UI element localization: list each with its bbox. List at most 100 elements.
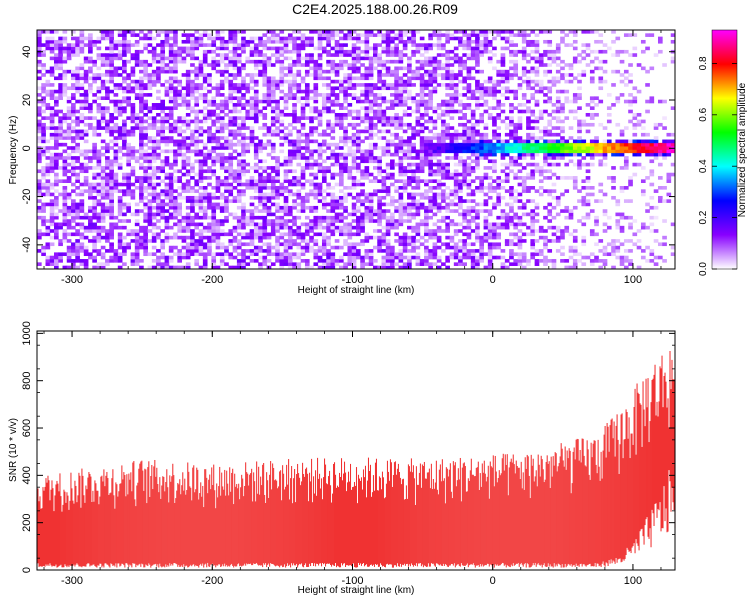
spectrogram-cell	[168, 235, 174, 240]
spectrogram-cell	[202, 99, 208, 104]
spectrogram-cell	[309, 205, 314, 210]
spectrogram-cell	[390, 222, 395, 227]
spectrogram-cell	[190, 249, 195, 253]
spectrogram-cell	[458, 63, 463, 67]
spectrogram-cell	[402, 166, 408, 170]
spectrogram-cell	[37, 209, 42, 213]
spectrogram-cell	[504, 86, 510, 91]
spectrogram-cell	[113, 156, 119, 160]
spectrogram-cell	[96, 76, 102, 81]
spectrogram-cell	[496, 202, 502, 207]
spectrogram-cell	[262, 202, 268, 207]
spectrogram-cell	[296, 49, 302, 54]
spectrogram-cell	[83, 152, 89, 157]
spectrogram-cell	[368, 219, 374, 223]
spectrogram-cell	[185, 49, 191, 54]
spectrogram-cell	[100, 152, 106, 157]
spectrogram-cell	[236, 215, 242, 220]
spectrogram-cell	[407, 76, 412, 81]
spectrogram-cell	[449, 93, 455, 97]
spectrogram-cell	[164, 116, 170, 120]
spectrogram-cell	[411, 245, 416, 250]
spectrogram-cell	[496, 83, 502, 87]
spectrogram-cell	[377, 195, 382, 200]
spectrogram-cell	[462, 103, 467, 107]
spectrogram-cell	[424, 189, 429, 193]
spectrogram-cell	[432, 242, 438, 247]
spectrogram-cell	[62, 156, 68, 160]
spectrogram-cell	[266, 172, 272, 177]
spectrogram-cell	[496, 79, 502, 84]
spectrogram-cell	[71, 69, 76, 74]
spectrogram-cell	[258, 139, 263, 144]
spectrogram-cell	[241, 46, 246, 51]
spectrogram-cell	[228, 139, 234, 144]
spectrogram-cell	[487, 212, 493, 217]
spectrogram-cell	[207, 36, 212, 41]
spectrogram-cell	[462, 66, 467, 71]
spectrogram-cell	[37, 53, 42, 57]
spectrogram-cell	[445, 215, 450, 220]
spectrogram-cell	[449, 156, 455, 160]
spectrogram-cell	[249, 222, 255, 227]
spectrogram-cell	[279, 73, 285, 77]
spectrogram-cell	[509, 169, 514, 174]
spectrogram-cell	[211, 235, 217, 240]
spectrogram-cell	[126, 43, 131, 47]
spectrogram-cell	[287, 239, 293, 243]
spectrogram-cell	[334, 156, 340, 160]
spectrogram-cell	[475, 232, 480, 237]
spectrogram-cell	[500, 262, 506, 266]
spectrogram-cell	[143, 195, 148, 200]
spectrogram-cell	[415, 46, 421, 51]
spectrogram-cell	[177, 132, 183, 137]
spectrogram-cell	[313, 83, 319, 87]
spectrogram-cell	[270, 222, 276, 227]
spectrogram-cell	[228, 132, 234, 137]
spectrogram-cell	[428, 69, 433, 74]
spectrogram-cell	[415, 49, 421, 54]
spectrogram-cell	[241, 43, 246, 47]
spectrogram-cell	[219, 156, 225, 160]
spectrogram-cell	[122, 172, 127, 177]
spectrogram-cell	[402, 209, 408, 213]
spectrogram-cell	[487, 259, 493, 263]
spectrogram-cell	[300, 116, 306, 120]
spectrogram-cell	[45, 182, 51, 187]
spectrogram-cell	[139, 265, 144, 270]
spectrogram-cell	[364, 73, 370, 77]
spectrogram-cell	[287, 142, 293, 147]
spectrogram-cell	[492, 222, 497, 227]
spectrogram-cell	[296, 179, 302, 183]
spectrogram-cell	[347, 149, 353, 154]
spectrogram-cell	[92, 235, 97, 240]
spectrogram-cell	[326, 96, 331, 101]
spectrogram-cell	[496, 195, 502, 200]
spectrogram-cell	[458, 189, 463, 193]
spectrogram-cell	[190, 195, 195, 200]
spectrogram-cell	[185, 159, 191, 164]
spectrogram-cell	[130, 149, 136, 154]
spectrogram-cell	[458, 39, 463, 44]
spectrogram-cell	[432, 86, 438, 91]
spectrogram-cell	[394, 136, 399, 140]
spectrogram-cell	[343, 242, 348, 247]
spectrogram-cell	[462, 245, 467, 250]
spectrogram-cell	[351, 116, 357, 120]
spectrogram-cell	[83, 215, 89, 220]
spectrogram-cell	[168, 249, 174, 253]
spectrogram-cell	[258, 59, 263, 64]
spectrogram-cell	[356, 209, 361, 213]
spectrogram-cell	[292, 119, 297, 124]
spectrogram-cell	[75, 89, 80, 94]
spectrogram-cell	[151, 49, 157, 54]
spectrogram-cell	[139, 182, 144, 187]
spectrogram-cell	[356, 179, 361, 183]
spectrogram-cell	[147, 192, 153, 197]
spectrogram-cell	[394, 122, 399, 127]
spectrogram-cell	[292, 59, 297, 64]
spectrogram-cell	[509, 202, 514, 207]
spectrogram-cell	[45, 186, 51, 190]
spectrogram-cell	[49, 146, 55, 150]
spectrogram-cell	[321, 202, 327, 207]
